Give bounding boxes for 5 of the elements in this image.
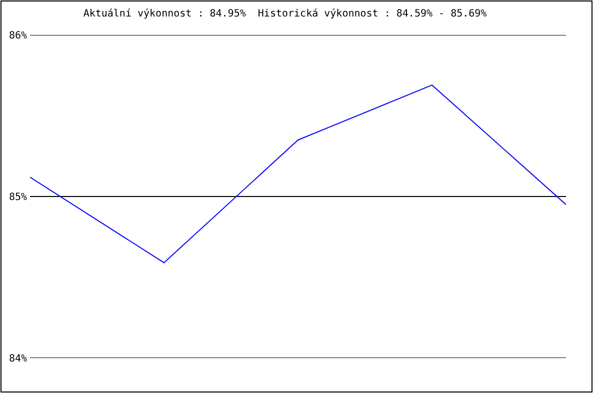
- line-series: [30, 84, 566, 264]
- y-tick-label: 86%: [8, 30, 27, 42]
- chart-title: Aktuální výkonnost : 84.95% Historická výkonnost : 84.59% - 85.69%: [83, 8, 487, 20]
- y-tick-label: 84%: [8, 354, 27, 364]
- y-tick-label: 85%: [8, 192, 27, 203]
